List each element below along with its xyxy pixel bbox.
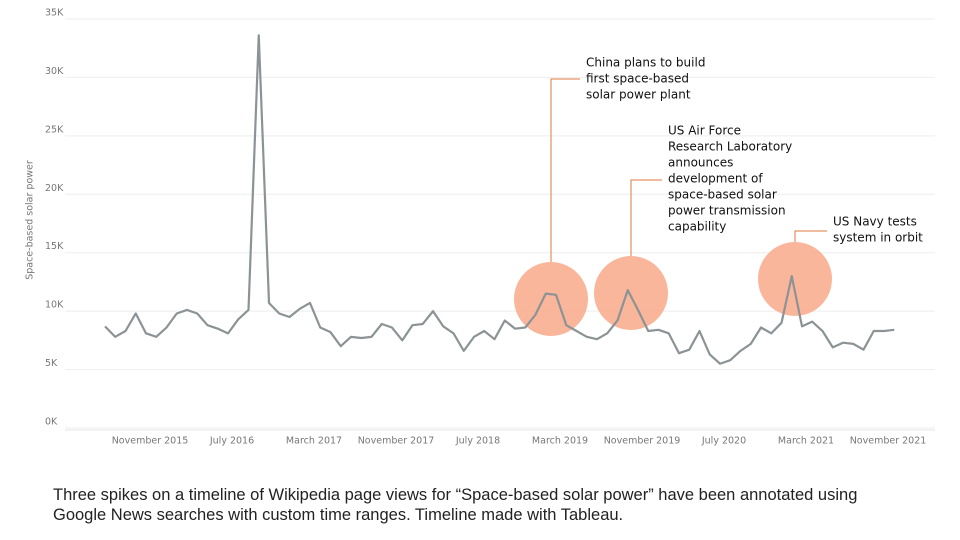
- highlight-circle: [758, 242, 832, 316]
- chart: Space-based solar power 0K 5K 10K 15K 20K 25K…: [25, 8, 935, 447]
- annotation-text: power transmission: [668, 204, 786, 218]
- line: [104, 34, 895, 365]
- y-axis-title: Space-based solar power: [25, 160, 36, 280]
- highlight-circle: [514, 262, 588, 336]
- x-tick-label: July 2020: [701, 436, 746, 447]
- annotation-text: first space-based: [586, 72, 689, 86]
- annotation-text: system in orbit: [833, 231, 923, 245]
- leader-line: [794, 230, 827, 242]
- x-tick-label: November 2019: [604, 436, 681, 447]
- highlight-circle: [594, 256, 668, 330]
- x-tick-label: July 2018: [455, 436, 500, 447]
- annotation-text: US Air Force: [668, 124, 741, 138]
- annotation-text: China plans to build: [586, 56, 705, 70]
- y-tick-label: 25K: [45, 124, 64, 135]
- annotation-text: US Navy tests: [833, 215, 917, 229]
- x-tick-label: November 2017: [358, 436, 435, 447]
- annotation-text: space-based solar: [668, 188, 777, 202]
- x-tick-label: March 2017: [286, 436, 342, 447]
- x-tick-label: November 2021: [850, 436, 927, 447]
- x-tick-label: March 2019: [532, 436, 588, 447]
- y-tick-label: 20K: [45, 183, 64, 194]
- y-tick-label: 10K: [45, 300, 64, 311]
- leader-line: [550, 78, 580, 262]
- y-tick-label: 30K: [45, 66, 64, 77]
- y-tick-label: 0K: [45, 417, 58, 428]
- y-tick-label: 15K: [45, 241, 64, 252]
- leader-line: [630, 179, 662, 256]
- annotation-text: capability: [668, 220, 726, 234]
- caption: Three spikes on a timeline of Wikipedia …: [53, 486, 858, 524]
- x-tick-label: March 2021: [778, 436, 834, 447]
- annotation-text: development of: [668, 172, 763, 186]
- annotation-text: solar power plant: [586, 88, 691, 102]
- y-tick-label: 35K: [45, 8, 64, 19]
- y-tick-label: 5K: [45, 358, 58, 369]
- x-tick-label: July 2016: [209, 436, 254, 447]
- annotation-text: announces: [668, 156, 733, 170]
- annotation-text: Research Laboratory: [668, 140, 792, 154]
- x-tick-label: November 2015: [112, 436, 189, 447]
